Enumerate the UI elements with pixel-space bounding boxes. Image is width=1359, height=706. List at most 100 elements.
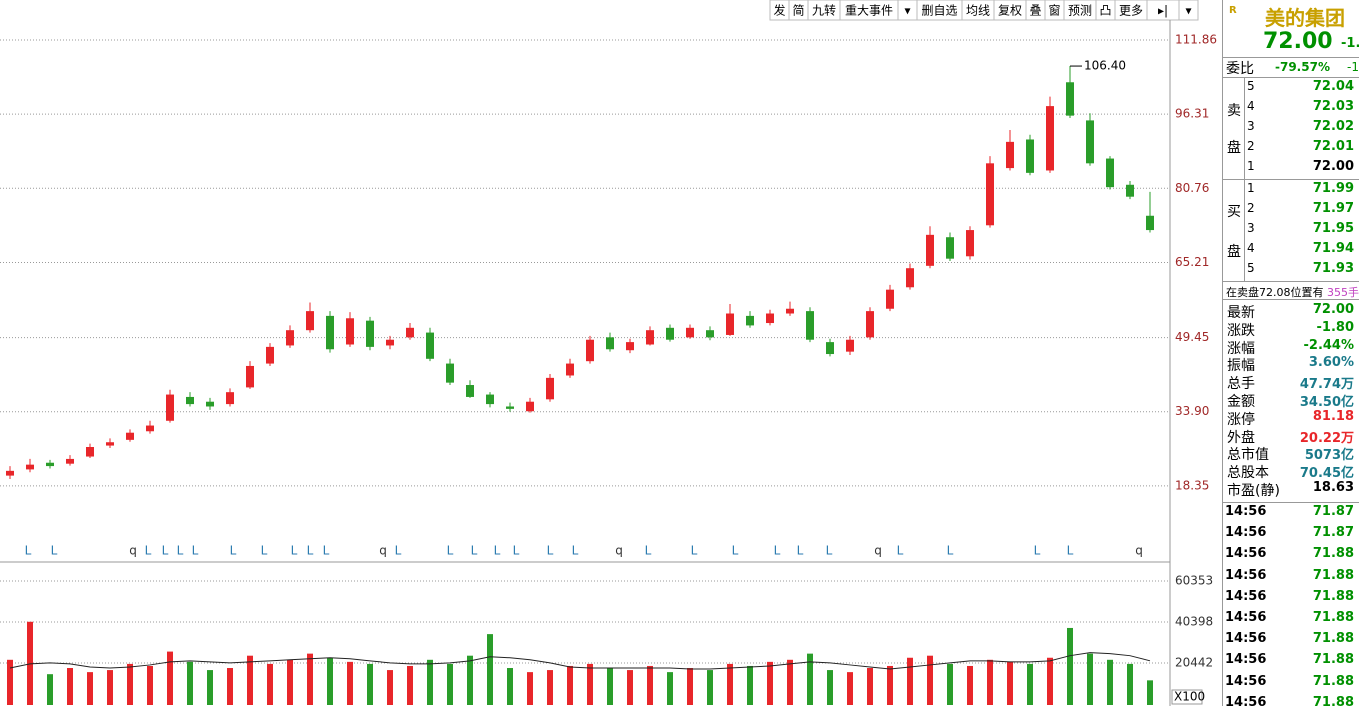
candle-body bbox=[786, 308, 794, 314]
stat-value: -1.80 bbox=[1316, 319, 1354, 335]
volume-bar bbox=[807, 653, 813, 705]
signal-marker: L bbox=[826, 544, 833, 558]
candle-body bbox=[766, 313, 774, 324]
candle-body bbox=[186, 396, 194, 405]
toolbar-button[interactable]: 发 bbox=[769, 0, 790, 21]
toolbar-button[interactable]: 均线 bbox=[961, 0, 995, 21]
volume-bar bbox=[927, 655, 933, 705]
candle-body bbox=[446, 363, 454, 383]
toolbar-button[interactable]: ▾ bbox=[1178, 0, 1199, 21]
button-label: 发 bbox=[773, 3, 785, 18]
candle-body bbox=[86, 447, 94, 457]
candle-body bbox=[1086, 120, 1094, 164]
stat-label: 外盘 bbox=[1227, 429, 1255, 446]
volume-bar bbox=[727, 663, 733, 705]
volume-bar bbox=[267, 663, 273, 705]
signal-marker: q bbox=[1135, 544, 1143, 558]
row-line bbox=[1223, 299, 1359, 300]
candle-body bbox=[746, 315, 754, 326]
signal-marker: L bbox=[162, 544, 169, 558]
signal-marker: L bbox=[1067, 544, 1074, 558]
book-price: 71.93 bbox=[1312, 261, 1354, 276]
volume-bar bbox=[347, 661, 353, 705]
candle-body bbox=[806, 311, 814, 340]
toolbar-button[interactable]: 窗 bbox=[1044, 0, 1065, 21]
annotation: 106.40 bbox=[1084, 59, 1126, 73]
volume-bar bbox=[567, 665, 573, 705]
toolbar-button[interactable]: 叠 bbox=[1025, 0, 1046, 21]
candle-body bbox=[1026, 139, 1034, 173]
toolbar-button[interactable]: 重大事件 bbox=[839, 0, 899, 21]
button-label: ▸| bbox=[1158, 4, 1168, 18]
toolbar-button[interactable]: 删自选 bbox=[916, 0, 963, 21]
button-label: 九转 bbox=[812, 3, 836, 18]
volume-bar bbox=[967, 665, 973, 705]
signal-marker: L bbox=[323, 544, 330, 558]
toolbar-button[interactable]: 复权 bbox=[993, 0, 1027, 21]
stat-label: 涨幅 bbox=[1227, 340, 1255, 357]
stat-value: -2.44% bbox=[1303, 337, 1355, 353]
signal-marker: L bbox=[447, 544, 454, 558]
volume-bar bbox=[447, 663, 453, 705]
ratio-value: -79.57% bbox=[1275, 60, 1330, 74]
button-label: 均线 bbox=[966, 4, 990, 18]
toolbar-button[interactable]: 更多 bbox=[1114, 0, 1148, 21]
volume-bar bbox=[127, 663, 133, 705]
stat-value: 20.22万 bbox=[1299, 430, 1354, 446]
book-price: 72.00 bbox=[1312, 159, 1354, 174]
candle-body bbox=[846, 339, 854, 352]
toolbar-button[interactable]: 预测 bbox=[1063, 0, 1097, 21]
y-tick-label: 80.76 bbox=[1175, 181, 1209, 195]
tick-time: 14:56 bbox=[1225, 673, 1267, 689]
candle-body bbox=[66, 458, 74, 464]
book-price: 71.94 bbox=[1312, 241, 1354, 256]
ratio-label: 委比 bbox=[1226, 61, 1254, 77]
price-change: -1.8 bbox=[1341, 36, 1359, 51]
candle-body bbox=[6, 470, 14, 476]
toolbar-button[interactable]: ▾ bbox=[897, 0, 918, 21]
candle-body bbox=[566, 363, 574, 376]
stat-label: 涨停 bbox=[1227, 411, 1255, 428]
y-tick-label: 20442 bbox=[1175, 656, 1213, 670]
tick-price: 71.88 bbox=[1312, 610, 1354, 625]
row-line bbox=[1223, 502, 1359, 503]
signal-marker: L bbox=[51, 544, 58, 558]
candle-body bbox=[106, 442, 114, 446]
candle-body bbox=[166, 394, 174, 421]
signal-marker: L bbox=[774, 544, 781, 558]
book-divider bbox=[1244, 77, 1245, 179]
signal-marker: L bbox=[261, 544, 268, 558]
y-tick-label: 96.31 bbox=[1175, 107, 1209, 121]
volume-bar bbox=[1027, 663, 1033, 705]
book-level: 2 bbox=[1247, 139, 1255, 153]
toolbar-button[interactable]: 凸 bbox=[1095, 0, 1116, 21]
toolbar-button[interactable]: 简 bbox=[788, 0, 809, 21]
stat-label: 总市值 bbox=[1227, 447, 1269, 464]
tick-time: 14:56 bbox=[1225, 546, 1267, 562]
candle-body bbox=[466, 385, 474, 397]
toolbar-button[interactable]: 九转 bbox=[807, 0, 841, 21]
toolbar-button[interactable]: ▸| bbox=[1146, 0, 1180, 21]
volume-bar bbox=[207, 670, 213, 705]
stat-label: 振幅 bbox=[1227, 358, 1255, 375]
candle-body bbox=[346, 318, 354, 345]
tick-price: 71.88 bbox=[1312, 546, 1354, 562]
candle-body bbox=[966, 230, 974, 257]
candle-body bbox=[1066, 82, 1074, 116]
row-line bbox=[1223, 179, 1359, 180]
stat-value: 81.18 bbox=[1312, 408, 1354, 424]
tick-time: 14:56 bbox=[1225, 588, 1267, 604]
y-tick-label: 60353 bbox=[1175, 573, 1213, 587]
volume-bar bbox=[647, 665, 653, 705]
candle-body bbox=[246, 365, 254, 388]
volume-bar bbox=[667, 672, 673, 705]
button-label: 更多 bbox=[1119, 4, 1143, 18]
book-price: 71.95 bbox=[1312, 221, 1354, 236]
candle-body bbox=[906, 268, 914, 288]
volume-bar bbox=[767, 661, 773, 705]
unit-box bbox=[1171, 689, 1203, 705]
book-price: 72.02 bbox=[1312, 119, 1354, 134]
stat-value: 5073亿 bbox=[1304, 448, 1354, 464]
candle-body bbox=[1046, 106, 1054, 171]
volume-bar bbox=[247, 655, 253, 705]
